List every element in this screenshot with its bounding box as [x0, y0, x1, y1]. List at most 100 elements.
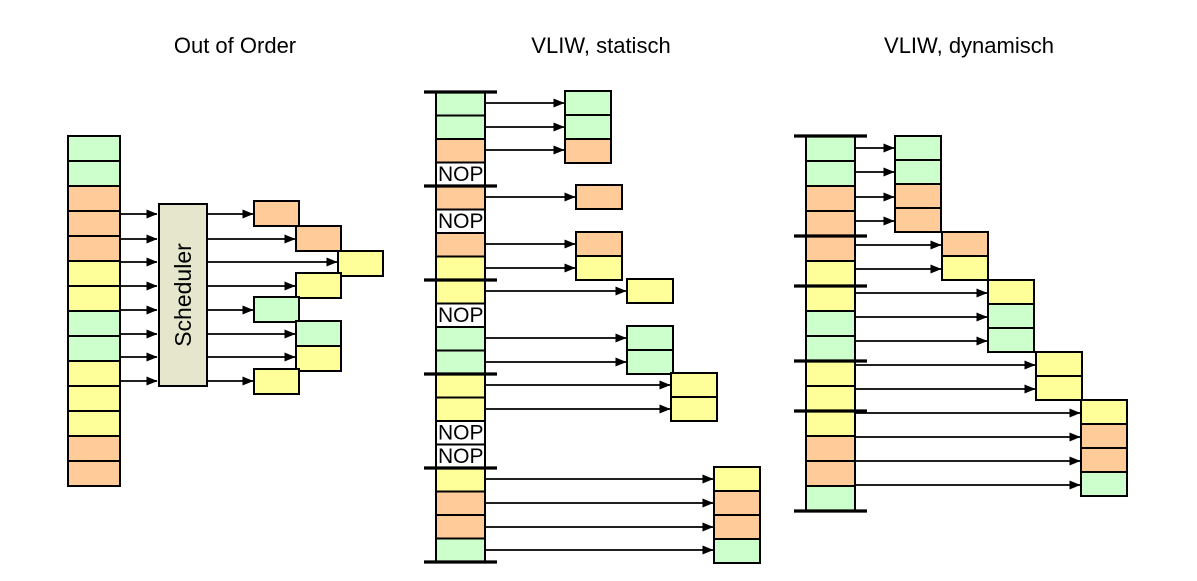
input-cell [435, 138, 486, 164]
input-cell [805, 335, 856, 362]
input-cell [435, 467, 486, 493]
input-cell [435, 91, 486, 117]
input-cell [435, 232, 486, 258]
input-cell [435, 490, 486, 516]
input-cell [67, 460, 121, 487]
output-cell [253, 368, 300, 395]
input-cell [805, 460, 856, 487]
output-cell [626, 325, 674, 351]
input-cell [435, 373, 486, 399]
output-cell [1035, 375, 1083, 401]
output-cell [575, 184, 623, 210]
input-cell [805, 210, 856, 237]
panel-title-out-of-order: Out of Order [173, 33, 297, 58]
input-cell [67, 135, 121, 162]
output-stack-out-of-order [253, 200, 384, 395]
input-cell [67, 235, 121, 262]
input-cell [67, 160, 121, 187]
output-stack-vliw-statisch [564, 90, 761, 564]
scheduler-label: Scheduler [170, 243, 196, 347]
input-cell [67, 310, 121, 337]
output-cell [337, 250, 384, 277]
output-cell [575, 255, 623, 281]
input-cell [67, 335, 121, 362]
output-cell [575, 231, 623, 257]
input-cell [805, 360, 856, 387]
output-cell [253, 200, 300, 227]
input-cell [805, 485, 856, 512]
output-cell [670, 372, 718, 398]
input-cell [435, 185, 486, 211]
output-cell [894, 207, 942, 233]
input-cell [67, 260, 121, 287]
panel-vliw-dynamisch [794, 134, 1128, 513]
input-cell [805, 435, 856, 462]
output-cell [941, 255, 989, 281]
input-cell [435, 396, 486, 422]
output-cell [295, 345, 342, 372]
output-cell [564, 114, 612, 140]
panel-out-of-order: Scheduler [67, 135, 384, 487]
input-cell [805, 135, 856, 162]
input-cell [805, 160, 856, 187]
output-cell [987, 327, 1035, 353]
output-cell [295, 320, 342, 347]
input-cell [67, 285, 121, 312]
input-cell [805, 185, 856, 212]
panel-title-vliw-statisch: VLIW, statisch [531, 33, 671, 58]
input-stack-vliw-dynamisch [794, 134, 867, 513]
input-cell [67, 410, 121, 437]
nop-label: NOP [438, 304, 484, 327]
output-cell [894, 183, 942, 209]
output-cell [713, 538, 761, 564]
output-cell [894, 159, 942, 185]
input-cell [67, 435, 121, 462]
input-cell [67, 210, 121, 237]
input-cell [435, 114, 486, 140]
input-cell [435, 537, 486, 563]
output-cell [626, 278, 674, 304]
output-cell [713, 466, 761, 492]
output-cell [626, 349, 674, 375]
nop-label: NOP [438, 210, 484, 233]
scheduler-box [158, 203, 208, 387]
output-cell [253, 296, 300, 323]
nop-label: NOP [438, 163, 484, 186]
scheduler-block: Scheduler [158, 203, 208, 387]
output-cell [941, 231, 989, 257]
output-cell [987, 303, 1035, 329]
output-cell [987, 279, 1035, 305]
input-cell [805, 260, 856, 287]
panel-title-vliw-dynamisch: VLIW, dynamisch [884, 33, 1054, 58]
output-cell [713, 514, 761, 540]
input-cell [805, 385, 856, 412]
output-cell [1080, 399, 1128, 425]
input-cell [435, 255, 486, 281]
nop-label: NOP [438, 422, 484, 445]
input-cell [67, 360, 121, 387]
input-cell [435, 279, 486, 305]
input-cell [435, 514, 486, 540]
input-cell [805, 310, 856, 337]
input-cell [67, 385, 121, 412]
output-cell [295, 225, 342, 252]
output-cell [1080, 447, 1128, 473]
input-cell [435, 349, 486, 375]
output-cell [1035, 351, 1083, 377]
output-cell [295, 272, 342, 299]
output-cell [564, 90, 612, 116]
input-cell [435, 326, 486, 352]
output-cell [670, 396, 718, 422]
input-stack-out-of-order [67, 135, 121, 487]
output-cell [564, 138, 612, 164]
output-cell [1080, 471, 1128, 497]
output-cell [894, 135, 942, 161]
input-cell [67, 185, 121, 212]
output-cell [713, 490, 761, 516]
output-stack-vliw-dynamisch [894, 135, 1128, 497]
input-cell [805, 410, 856, 437]
